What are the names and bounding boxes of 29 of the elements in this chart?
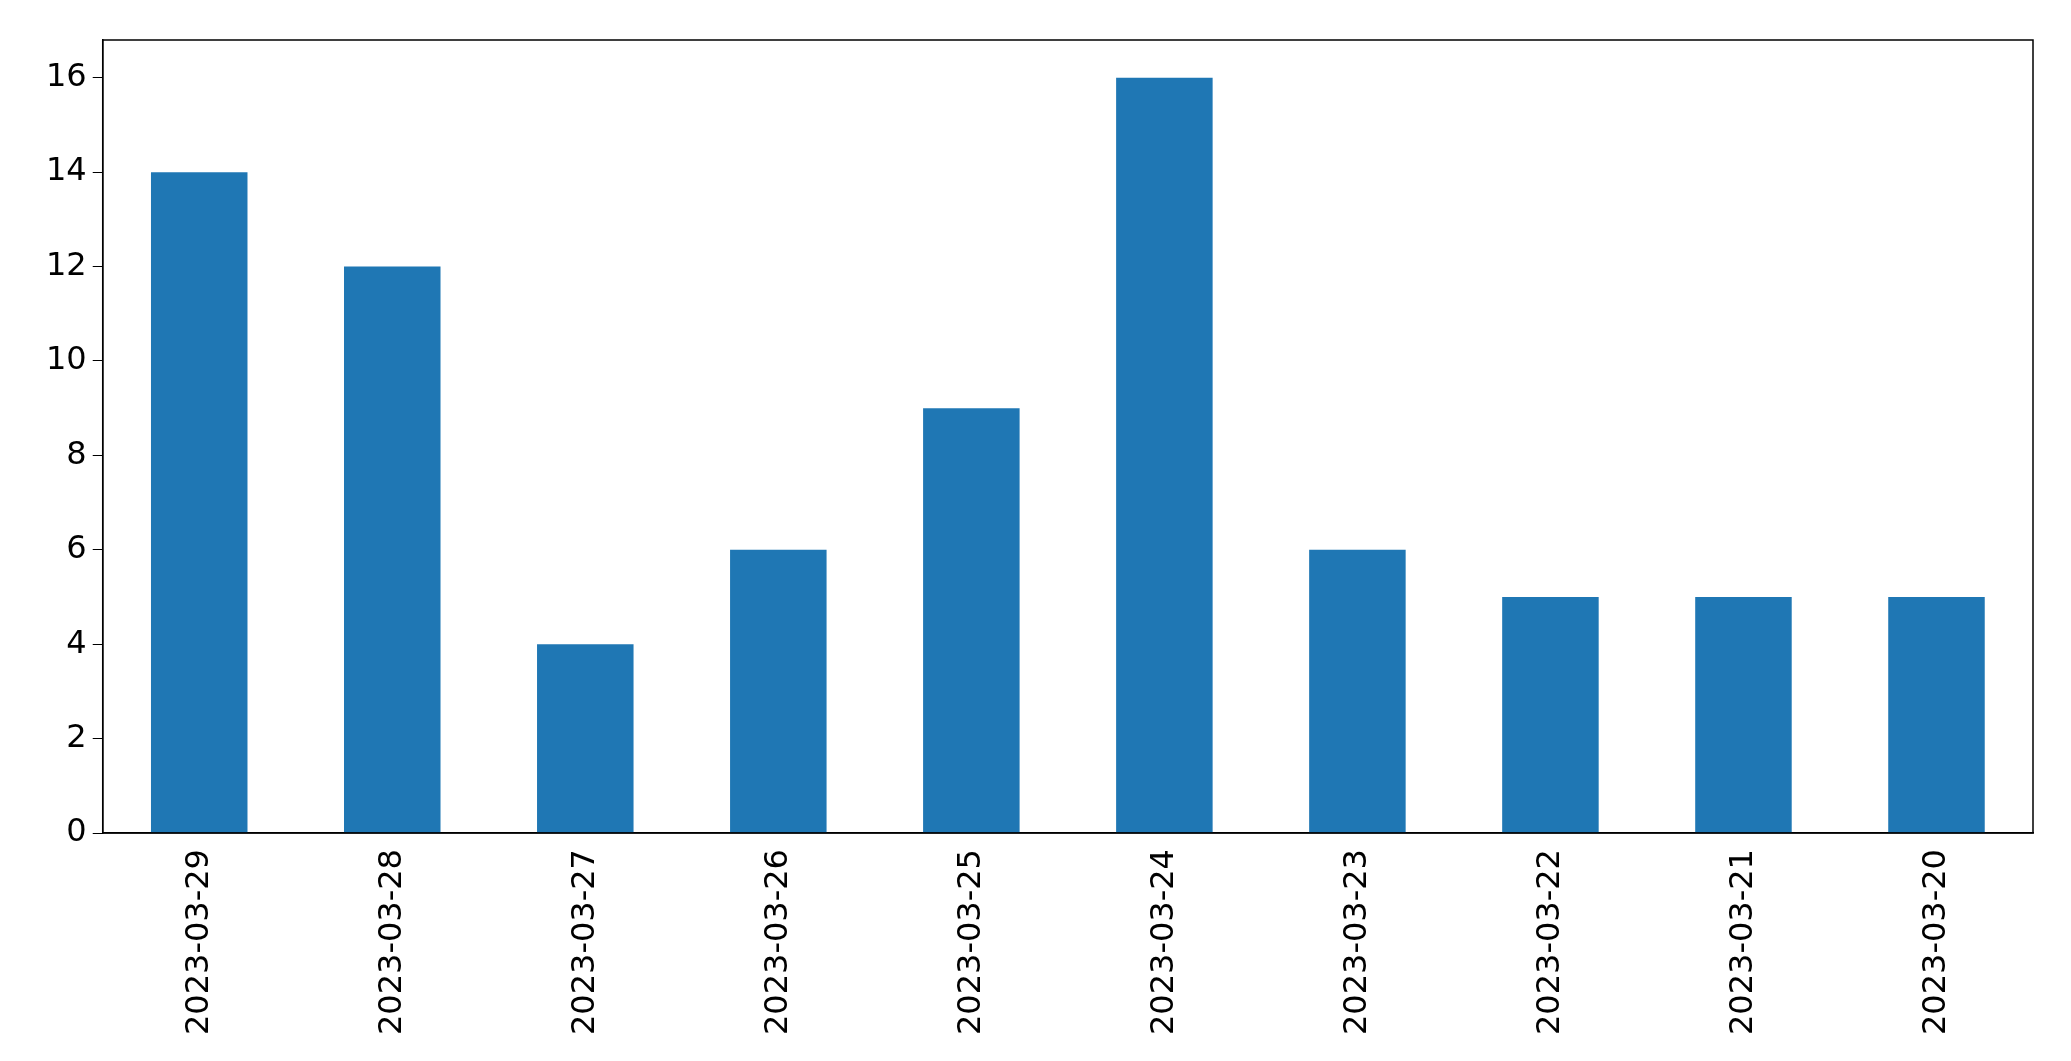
- y-tick-label: 12: [46, 244, 87, 283]
- x-tick-label: 2023-03-28: [370, 849, 409, 1035]
- y-tick-label: 14: [46, 150, 87, 189]
- x-tick-label: 2023-03-22: [1528, 849, 1567, 1035]
- x-tick-label: 2023-03-29: [177, 849, 216, 1035]
- y-tick-label: 0: [66, 811, 87, 850]
- y-tick-label: 16: [46, 56, 87, 95]
- bar: [344, 266, 441, 833]
- bar: [730, 549, 827, 833]
- y-tick-label: 6: [66, 528, 87, 567]
- x-tick-label: 2023-03-26: [756, 849, 795, 1035]
- x-tick-label: 2023-03-27: [563, 849, 602, 1035]
- bar: [1695, 597, 1792, 833]
- y-tick-label: 10: [46, 339, 87, 378]
- y-tick-label: 2: [66, 716, 87, 755]
- bar: [1116, 77, 1213, 833]
- bar: [1502, 597, 1599, 833]
- bar: [1309, 549, 1406, 833]
- x-tick-label: 2023-03-23: [1335, 849, 1374, 1035]
- bar: [1888, 597, 1985, 833]
- bar: [150, 172, 248, 833]
- x-tick-label: 2023-03-24: [1142, 849, 1181, 1035]
- y-tick-label: 8: [66, 433, 87, 472]
- bar: [923, 408, 1020, 833]
- x-tick-label: 2023-03-21: [1721, 849, 1760, 1035]
- bar: [537, 644, 634, 833]
- y-tick-label: 4: [66, 622, 87, 661]
- x-tick-label: 2023-03-20: [1914, 849, 1953, 1035]
- x-tick-label: 2023-03-25: [949, 849, 988, 1035]
